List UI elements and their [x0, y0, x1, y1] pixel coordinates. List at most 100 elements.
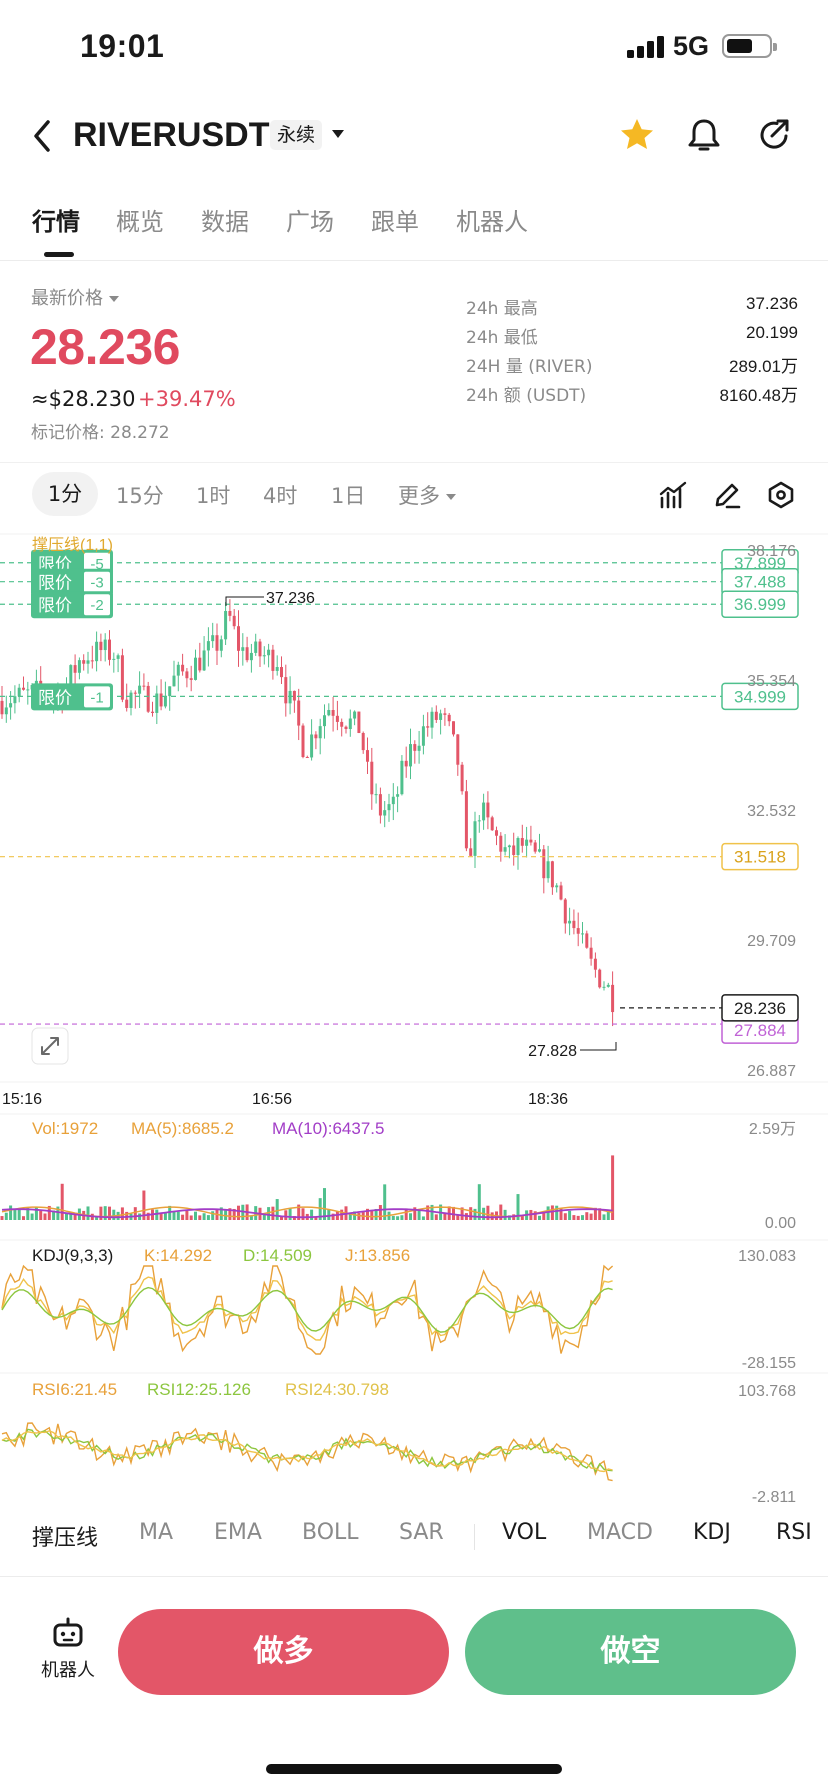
- candle: [125, 683, 129, 712]
- volume-bar: [103, 1206, 107, 1220]
- limit-order-label[interactable]: 限价 -1: [31, 683, 113, 711]
- volume-bar: [168, 1205, 172, 1220]
- svg-text:31.518: 31.518: [734, 848, 786, 867]
- candle: [538, 833, 541, 853]
- candle: [460, 761, 464, 795]
- bell-icon[interactable]: [686, 116, 722, 154]
- tab-copy-trade[interactable]: 跟单: [371, 208, 419, 236]
- candle: [421, 714, 425, 755]
- volume-bar: [0, 1216, 4, 1220]
- candle: [159, 679, 163, 711]
- volume-bar: [383, 1184, 387, 1220]
- last-price-label[interactable]: 最新价格: [31, 284, 119, 310]
- candle: [198, 642, 202, 673]
- indicator-icon[interactable]: [658, 480, 688, 510]
- volume-bar: [60, 1183, 64, 1220]
- short-button[interactable]: 做空: [465, 1609, 796, 1695]
- pair-name[interactable]: RIVERUSDT: [73, 116, 270, 154]
- back-icon[interactable]: [28, 118, 58, 154]
- interval-4h[interactable]: 4时: [263, 484, 298, 508]
- expand-chart-button[interactable]: [31, 1027, 69, 1065]
- indicator-sar[interactable]: SAR: [399, 1520, 444, 1545]
- volume-bar: [249, 1215, 253, 1220]
- indicator-sr[interactable]: 撑压线: [32, 1526, 99, 1551]
- candle: [417, 730, 421, 764]
- settings-icon[interactable]: [766, 480, 796, 510]
- expand-icon: [41, 1037, 59, 1055]
- candle: [82, 654, 86, 671]
- indicator-kdj[interactable]: KDJ: [693, 1520, 731, 1545]
- tab-overview[interactable]: 概览: [116, 208, 164, 236]
- contract-type-tag[interactable]: 永续: [270, 120, 323, 150]
- volume-bar: [490, 1212, 494, 1220]
- interval-1h[interactable]: 1时: [196, 484, 231, 508]
- interval-1d[interactable]: 1日: [331, 484, 366, 508]
- rsi12-label: RSI12:25.126: [147, 1380, 251, 1399]
- tab-square[interactable]: 广场: [286, 208, 334, 236]
- candle: [310, 719, 314, 761]
- chevron-down-icon[interactable]: [332, 130, 344, 138]
- candle: [396, 786, 400, 813]
- kdj-axis-top: 130.083: [738, 1248, 796, 1265]
- divider: [0, 462, 828, 463]
- candle: [335, 700, 339, 731]
- svg-text:34.999: 34.999: [734, 687, 786, 706]
- volume-bar: [533, 1211, 537, 1220]
- candle: [606, 982, 610, 988]
- divider: [0, 1576, 828, 1577]
- interval-more[interactable]: 更多: [398, 480, 456, 510]
- long-button[interactable]: 做多: [118, 1609, 449, 1695]
- volume-bar: [73, 1214, 77, 1220]
- mark-price: 标记价格: 28.272: [31, 423, 170, 443]
- time-axis-label: 15:16: [2, 1091, 42, 1108]
- interval-1m[interactable]: 1分: [32, 472, 98, 516]
- volume-bar: [581, 1215, 584, 1220]
- candle: [275, 655, 279, 676]
- stats-panel: 24h 最高 37.236 24h 最低 20.199 24H 量 (RIVER) 2…: [466, 294, 798, 410]
- indicator-ma[interactable]: MA: [139, 1520, 174, 1545]
- limit-order-label[interactable]: 限价 -3: [31, 568, 113, 596]
- volume-bar: [155, 1209, 159, 1220]
- candle: [374, 783, 378, 804]
- candle: [228, 599, 232, 622]
- volume-bar: [228, 1208, 232, 1220]
- indicator-macd[interactable]: MACD: [587, 1520, 653, 1545]
- candle: [512, 832, 516, 866]
- volume-bar: [172, 1211, 176, 1220]
- volume-bar: [232, 1208, 236, 1220]
- tab-bots[interactable]: 机器人: [456, 208, 528, 236]
- indicator-vol[interactable]: VOL: [502, 1520, 547, 1545]
- interval-15m[interactable]: 15分: [116, 484, 164, 508]
- candle: [241, 633, 245, 666]
- draw-icon[interactable]: [712, 480, 742, 510]
- candle: [95, 631, 99, 672]
- tab-market[interactable]: 行情: [32, 208, 80, 236]
- candle: [456, 734, 460, 776]
- candle: [344, 725, 348, 734]
- robot-button[interactable]: 机器人: [36, 1616, 100, 1686]
- candle: [284, 664, 288, 717]
- volume-bar: [9, 1205, 13, 1220]
- star-icon[interactable]: [618, 116, 656, 154]
- volume-bar: [198, 1215, 202, 1220]
- candle: [550, 860, 554, 895]
- indicator-rsi[interactable]: RSI: [776, 1520, 812, 1545]
- candle: [327, 703, 331, 717]
- tab-data[interactable]: 数据: [201, 208, 249, 236]
- usd-price: ≈$28.230: [31, 387, 136, 411]
- mark-price-tag: 27.884: [721, 1016, 799, 1044]
- candle: [469, 838, 473, 857]
- limit-order-label[interactable]: 限价 -2: [31, 591, 113, 619]
- indicator-boll[interactable]: BOLL: [302, 1520, 359, 1545]
- candle: [22, 676, 25, 691]
- candle: [563, 897, 567, 934]
- volume-bar: [202, 1213, 206, 1220]
- candle: [254, 633, 258, 656]
- indicator-ema[interactable]: EMA: [214, 1520, 262, 1545]
- candle: [387, 793, 391, 822]
- volume-bar: [611, 1155, 615, 1220]
- candle: [142, 673, 146, 691]
- candle: [507, 844, 511, 859]
- share-icon[interactable]: [756, 116, 792, 154]
